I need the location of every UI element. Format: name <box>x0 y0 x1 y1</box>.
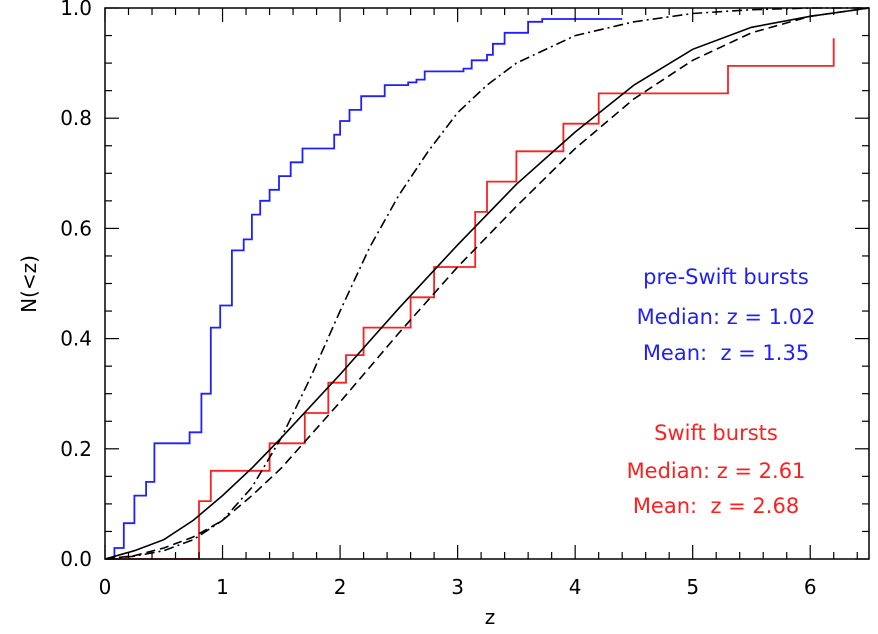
series-swift <box>105 38 835 560</box>
x-tick-label: 1 <box>216 575 229 599</box>
swift-median: Median: z = 2.61 <box>627 459 806 483</box>
y-tick-label: 0.4 <box>60 327 92 351</box>
swift-heading: Swift bursts <box>654 421 778 445</box>
x-tick-label: 6 <box>804 575 817 599</box>
series-model-solid <box>104 7 870 560</box>
x-tick-label: 3 <box>451 575 464 599</box>
pre-swift-annotation: pre-Swift bursts Median: z = 1.02 Mean: … <box>637 265 816 365</box>
x-tick-label: 5 <box>686 575 699 599</box>
y-tick-label: 0.6 <box>60 216 92 240</box>
y-axis-label: N(<z) <box>17 255 41 313</box>
axes: 0 1 2 3 4 5 6 0.0 0.2 0.4 0.6 0.8 1.0 <box>60 0 870 599</box>
x-tick-label: 4 <box>569 575 582 599</box>
pre-swift-median: Median: z = 1.02 <box>637 305 816 329</box>
pre-swift-mean: Mean: z = 1.35 <box>643 341 809 365</box>
series-pre-swift <box>105 18 623 560</box>
series-model-dashdot <box>104 7 869 560</box>
x-axis-label: z <box>485 605 496 629</box>
series-model-dashed <box>104 7 870 560</box>
y-tick-label: 0.2 <box>60 437 92 461</box>
swift-annotation: Swift bursts Median: z = 2.61 Mean: z = … <box>627 421 806 518</box>
swift-mean: Mean: z = 2.68 <box>633 494 799 518</box>
y-tick-label: 0.0 <box>60 547 92 571</box>
pre-swift-heading: pre-Swift bursts <box>643 265 809 289</box>
x-tick-label: 2 <box>334 575 347 599</box>
y-tick-label: 0.8 <box>60 106 92 130</box>
y-tick-label: 1.0 <box>60 0 92 20</box>
plot-area <box>104 7 870 560</box>
x-tick-label: 0 <box>99 575 112 599</box>
